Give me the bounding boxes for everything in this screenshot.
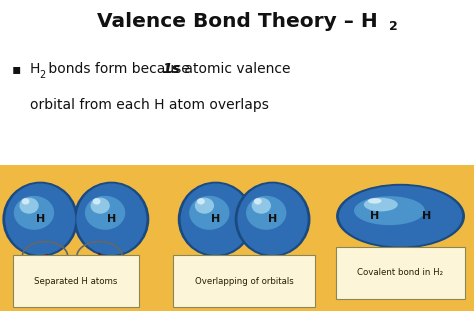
- Ellipse shape: [85, 196, 125, 230]
- Text: Valence Bond Theory – H: Valence Bond Theory – H: [97, 12, 377, 31]
- Text: Overlapping of orbitals: Overlapping of orbitals: [195, 277, 293, 286]
- Text: Separated H atoms: Separated H atoms: [34, 277, 118, 286]
- Ellipse shape: [2, 182, 78, 257]
- Ellipse shape: [178, 182, 254, 257]
- Text: ▪: ▪: [12, 62, 21, 76]
- Ellipse shape: [14, 196, 54, 230]
- Ellipse shape: [364, 198, 398, 211]
- Text: H: H: [268, 214, 277, 224]
- Text: H: H: [422, 211, 431, 221]
- Ellipse shape: [5, 183, 75, 255]
- Ellipse shape: [237, 183, 308, 255]
- Ellipse shape: [91, 197, 110, 214]
- Text: Covalent bond in H₂: Covalent bond in H₂: [357, 268, 444, 277]
- Ellipse shape: [254, 198, 262, 205]
- Ellipse shape: [339, 186, 462, 247]
- Text: H: H: [30, 62, 40, 76]
- Ellipse shape: [336, 184, 465, 248]
- Text: H: H: [370, 211, 379, 221]
- Text: H: H: [211, 214, 220, 224]
- Text: orbital from each H atom overlaps: orbital from each H atom overlaps: [30, 98, 269, 112]
- Ellipse shape: [246, 196, 286, 230]
- Text: 2: 2: [389, 20, 398, 33]
- Ellipse shape: [354, 196, 425, 225]
- Ellipse shape: [76, 183, 146, 255]
- Ellipse shape: [195, 197, 214, 214]
- Text: H: H: [107, 214, 116, 224]
- Ellipse shape: [22, 198, 29, 205]
- Ellipse shape: [181, 183, 251, 255]
- Ellipse shape: [93, 198, 100, 205]
- Ellipse shape: [197, 198, 205, 205]
- Text: H: H: [36, 214, 45, 224]
- Text: atomic valence: atomic valence: [180, 62, 291, 76]
- Ellipse shape: [368, 198, 382, 204]
- Ellipse shape: [235, 182, 310, 257]
- Text: 2: 2: [39, 70, 46, 80]
- Ellipse shape: [252, 197, 271, 214]
- Ellipse shape: [73, 182, 149, 257]
- Ellipse shape: [189, 196, 229, 230]
- Text: bonds form because: bonds form because: [44, 62, 194, 76]
- Bar: [0, 165, 474, 311]
- Text: 1s: 1s: [163, 62, 181, 76]
- Ellipse shape: [19, 197, 39, 214]
